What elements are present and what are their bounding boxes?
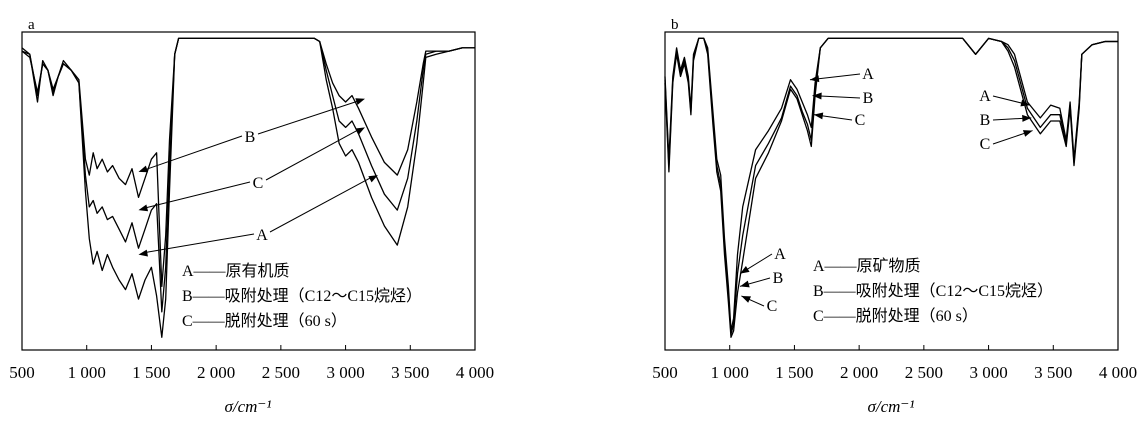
legend-item: A——原矿物质 — [813, 257, 921, 275]
x-tick-label: 500 — [652, 363, 678, 382]
x-tick-label: 500 — [9, 363, 35, 382]
legend-b: A——原矿物质 B——吸附处理（C12～C15烷烃） C——脱附处理（60 s） — [813, 257, 1053, 325]
curves-b — [664, 37, 1118, 338]
leader-line — [269, 176, 373, 233]
x-tick-label: 3 000 — [326, 363, 364, 382]
series-line-C — [664, 37, 1118, 338]
curve-label: A — [774, 246, 786, 263]
arrow-head — [741, 295, 752, 303]
x-tick-label: 3 000 — [969, 363, 1007, 382]
x-tick-label: 4 000 — [456, 363, 494, 382]
panel-label-b: b — [671, 17, 679, 33]
x-axis-a: 500 1 000 1 500 2 000 2 500 3 000 3 500 4 000 — [9, 345, 494, 382]
x-tick-label: 1 500 — [775, 363, 813, 382]
leader-line — [144, 181, 251, 209]
legend-item: A——原有机质 — [182, 262, 290, 280]
plot-frame-a — [21, 31, 476, 351]
x-tick-label: 1 500 — [132, 363, 170, 382]
x-axis-b: 500 1 000 1 500 2 000 2 500 3 000 3 500 4 000 — [652, 345, 1137, 382]
curve-label: B — [863, 90, 874, 107]
arrow-head — [138, 165, 149, 173]
arrow-head — [355, 127, 365, 135]
leader-line — [265, 128, 360, 181]
curves-a — [21, 37, 475, 338]
series-line-C — [21, 37, 475, 313]
arrow-head — [740, 280, 750, 288]
curve-label: C — [980, 136, 991, 153]
plot-frame-b — [664, 31, 1119, 351]
arrow-head — [740, 265, 750, 274]
curve-label: A — [862, 66, 874, 83]
x-axis-label-a: σ/cm⁻¹ — [225, 397, 272, 416]
arrow-head — [355, 98, 365, 105]
x-tick-label: 1 000 — [711, 363, 749, 382]
leader-line — [144, 233, 255, 254]
arrow-head — [1022, 130, 1033, 137]
arrow-head — [138, 249, 148, 257]
x-tick-label: 2 000 — [197, 363, 235, 382]
x-tick-label: 2 000 — [840, 363, 878, 382]
arrow-head — [138, 204, 149, 212]
arrow-head — [1020, 99, 1030, 107]
x-tick-label: 4 000 — [1099, 363, 1137, 382]
x-tick-label: 1 000 — [68, 363, 106, 382]
curve-label: A — [256, 227, 268, 244]
curve-label: B — [245, 129, 256, 146]
curve-label: C — [253, 175, 264, 192]
curve-label: C — [855, 112, 866, 129]
arrow-head — [1022, 114, 1032, 122]
x-tick-label: 2 500 — [262, 363, 300, 382]
leader-line — [257, 100, 360, 135]
arrow-head — [809, 75, 820, 83]
curve-label: B — [773, 270, 784, 287]
arrow-head — [813, 112, 824, 120]
x-tick-label: 3 500 — [1034, 363, 1072, 382]
legend-item: C——脱附处理（60 s） — [182, 312, 347, 330]
series-line-B — [21, 37, 475, 288]
arrow-head — [812, 92, 822, 100]
curve-label: C — [767, 298, 778, 315]
leader-line — [144, 135, 243, 171]
panel-label-a: a — [28, 17, 35, 33]
annotations-a: B C A — [138, 98, 378, 257]
legend-item: C——脱附处理（60 s） — [813, 307, 978, 325]
curve-label: B — [980, 112, 991, 129]
x-tick-label: 3 500 — [391, 363, 429, 382]
legend-a: A——原有机质 B——吸附处理（C12～C15烷烃） C——脱附处理（60 s） — [182, 262, 422, 330]
arrow-head — [368, 175, 378, 183]
x-axis-label-b: σ/cm⁻¹ — [868, 397, 915, 416]
x-tick-label: 2 500 — [905, 363, 943, 382]
legend-item: B——吸附处理（C12～C15烷烃） — [182, 287, 422, 305]
chart-panel-a: a B C A A——原有机质 B——吸附处理（C12～C15烷烃） C——脱附处理… — [9, 17, 494, 416]
curve-label: A — [979, 88, 991, 105]
legend-item: B——吸附处理（C12～C15烷烃） — [813, 282, 1053, 300]
